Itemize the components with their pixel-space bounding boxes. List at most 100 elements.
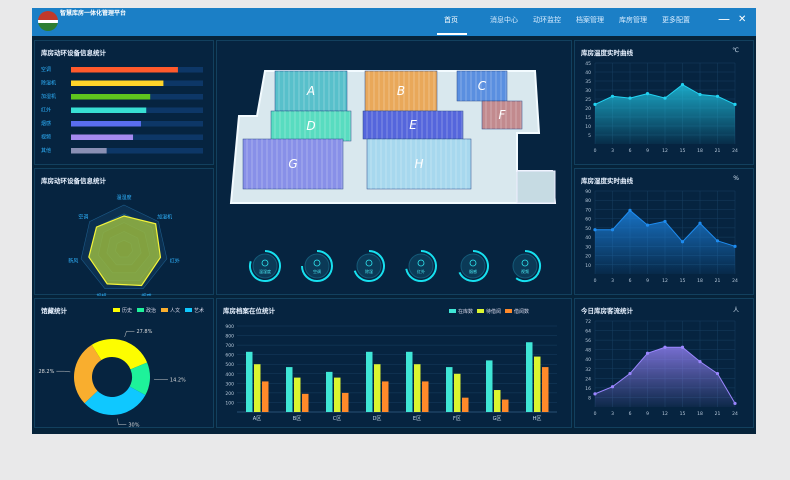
legend-label: 历史 <box>122 307 132 314</box>
data-point <box>733 401 737 406</box>
temperature-chart: 5 10 15 20 25 30 35 40 45 0 3 6 9 12 15 18 21 24 <box>585 61 738 154</box>
bar <box>326 371 333 412</box>
legend-swatch <box>185 308 192 312</box>
pie-slice <box>91 339 148 370</box>
y-tick: 700 <box>225 343 234 349</box>
nav-home[interactable]: 首页 <box>444 16 458 24</box>
x-tick: G区 <box>493 416 502 422</box>
nav-env-monitor[interactable]: 动环监控 <box>533 16 561 24</box>
y-tick: 30 <box>585 244 591 250</box>
y-tick: 24 <box>585 376 591 382</box>
y-tick: 70 <box>585 207 591 213</box>
y-tick: 40 <box>585 70 591 76</box>
pie-slice <box>74 344 102 404</box>
legend-label: 政治 <box>146 307 156 314</box>
y-tick: 20 <box>585 254 591 260</box>
y-tick: 900 <box>225 324 234 330</box>
x-tick: C区 <box>333 416 342 422</box>
bar-label: 除湿机 <box>41 80 56 87</box>
pie-label: 28.2% <box>38 369 54 375</box>
device-label: 视频 <box>521 268 529 274</box>
zone-f <box>481 100 523 130</box>
device-bar-panel: 库房动环设备信息统计 空调 除湿机 加湿机 红外 烟感 视频 其他 <box>34 40 214 165</box>
legend-label: 艺术 <box>194 307 204 314</box>
bar <box>502 399 509 412</box>
x-tick: 15 <box>680 148 686 154</box>
x-tick: H区 <box>533 416 542 422</box>
radar-label: 空调 <box>78 214 88 221</box>
bar <box>342 392 349 412</box>
progress-ring <box>301 250 333 282</box>
bar <box>334 377 341 412</box>
zone-label: G <box>288 157 297 171</box>
bar <box>294 377 301 412</box>
nav-more[interactable]: 更多配置 <box>662 16 690 24</box>
bar-track <box>71 148 203 154</box>
y-tick: 10 <box>585 263 591 269</box>
data-point <box>628 208 632 212</box>
humidity-chart: 10 20 30 40 50 60 70 80 90 0 3 6 9 12 15 18 21 24 <box>585 189 738 284</box>
bar <box>302 393 309 412</box>
legend-label: 待借阅 <box>486 308 501 315</box>
data-point <box>593 228 597 232</box>
warehouse-map[interactable]: A B C D E F G H 温湿度 空调 除湿 红外 烟感 视频 <box>217 41 573 296</box>
x-tick: 21 <box>715 148 721 154</box>
y-tick: 200 <box>225 391 234 397</box>
x-tick: 6 <box>629 278 632 284</box>
minimize-button[interactable]: — <box>718 12 730 26</box>
progress-ring <box>515 250 541 282</box>
progress-ring <box>249 250 281 282</box>
nav-archives[interactable]: 档案管理 <box>576 16 604 24</box>
close-button[interactable]: ✕ <box>738 14 747 25</box>
x-tick: E区 <box>413 416 421 422</box>
legend-label: 在库数 <box>458 308 473 315</box>
x-tick: 24 <box>732 278 738 284</box>
pie-slice <box>129 362 150 396</box>
bar-label: 红外 <box>41 107 51 114</box>
y-tick: 40 <box>585 235 591 241</box>
panel-title: 库房动环设备信息统计 <box>41 49 106 57</box>
bar-fill <box>71 94 151 100</box>
x-tick: 3 <box>611 278 614 284</box>
x-tick: 6 <box>629 411 632 417</box>
y-tick: 600 <box>225 353 234 359</box>
x-tick: 18 <box>697 278 703 284</box>
legend-swatch <box>477 309 484 313</box>
y-tick: 32 <box>585 367 591 373</box>
data-point <box>680 83 685 87</box>
zone-g <box>242 138 344 190</box>
panel-title: 库房温度实时曲线 <box>581 49 633 57</box>
y-tick: 45 <box>585 61 591 67</box>
nav-warehouse[interactable]: 库房管理 <box>619 16 647 24</box>
nav-messages[interactable]: 消息中心 <box>490 16 518 24</box>
humidity-panel: 库房湿度实时曲线 % 10 20 30 40 50 60 70 80 90 0 3 6 9 12 15 18 2… <box>574 168 754 295</box>
x-tick: A区 <box>253 416 261 422</box>
device-radar-chart: 温湿度加湿机红外烟感 视频 新风 空调 <box>68 194 179 300</box>
y-tick: 5 <box>588 133 591 139</box>
y-tick: 15 <box>585 115 591 121</box>
bar <box>366 351 373 412</box>
y-tick: 56 <box>585 338 591 344</box>
pie-leader <box>56 370 71 373</box>
data-point <box>663 96 667 100</box>
visitor-panel: 今日库房客流统计 人 8 16 24 32 40 48 56 64 72 0 3 6 9 12 15 18 21… <box>574 298 754 428</box>
y-tick: 50 <box>585 226 591 232</box>
y-tick: 80 <box>585 198 591 204</box>
x-tick: D区 <box>373 416 382 422</box>
x-tick: 12 <box>662 411 668 417</box>
zone-label: C <box>478 79 487 93</box>
y-tick: 64 <box>585 329 591 335</box>
side-room <box>516 170 556 204</box>
data-point <box>715 371 720 376</box>
zone-d <box>270 110 352 142</box>
data-point <box>645 351 650 355</box>
x-tick: 18 <box>697 411 703 417</box>
x-tick: 0 <box>594 411 597 417</box>
bar <box>374 364 381 412</box>
pie-leader <box>124 330 135 338</box>
x-tick: 24 <box>732 148 738 154</box>
device-label: 红外 <box>417 268 425 274</box>
bar <box>454 373 461 412</box>
device-label: 空调 <box>313 268 321 274</box>
x-tick: 9 <box>646 411 649 417</box>
